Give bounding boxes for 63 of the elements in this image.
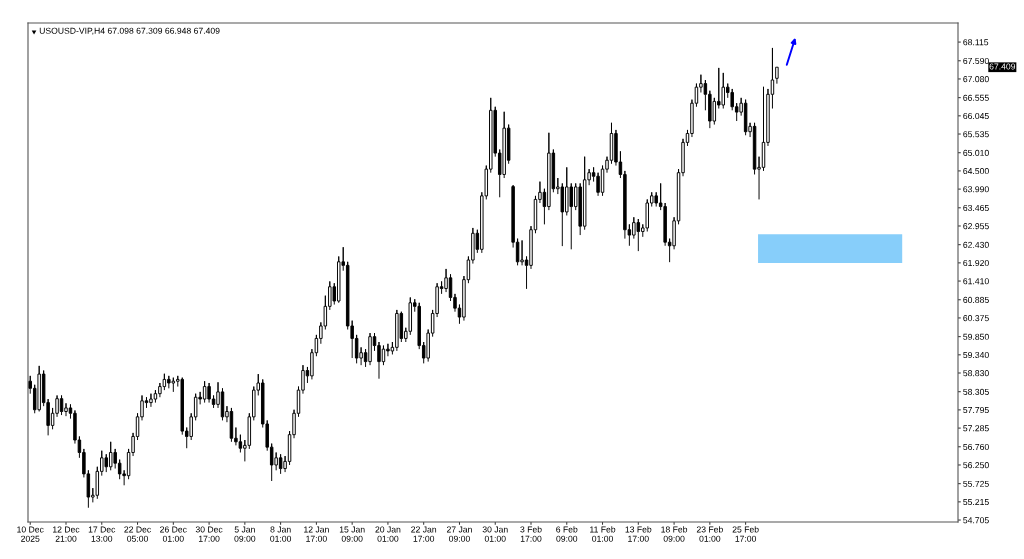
y-tick-label: 66.555: [963, 94, 989, 101]
x-tick-label: 22 Jan 17:00: [411, 526, 437, 542]
y-tick-label: 58.830: [963, 370, 989, 377]
x-tick-label: 26 Dec 01:00: [160, 526, 187, 542]
x-tick-label: 13 Feb 17:00: [625, 526, 652, 542]
y-tick-label: 68.115: [963, 39, 989, 46]
y-tick-label: 67.590: [963, 57, 989, 64]
x-tick-label: 27 Jan 09:00: [446, 526, 472, 542]
x-tick-label: 5 Jan 09:00: [234, 526, 256, 542]
x-tick-label: 25 Feb 17:00: [732, 526, 759, 542]
x-tick-label: 18 Feb 09:00: [661, 526, 688, 542]
x-tick-label: 10 Dec 2025: [17, 526, 44, 542]
candlestick: [743, 99, 748, 136]
x-tick-label: 3 Feb 17:00: [520, 526, 542, 542]
candlestick: [202, 380, 207, 404]
x-tick-label: 23 Feb 01:00: [696, 526, 723, 542]
y-tick-label: 62.955: [963, 223, 989, 230]
y-tick-label: 59.340: [963, 351, 989, 359]
y-tick-label: 56.250: [963, 462, 989, 469]
y-tick-label: 56.760: [963, 443, 989, 450]
candlestick: [636, 218, 641, 252]
candlestick: [108, 441, 113, 471]
x-tick-label: 12 Jan 17:00: [304, 526, 329, 542]
y-tick-label: 65.010: [963, 149, 989, 156]
x-tick-label: 20 Jan 01:00: [375, 526, 401, 542]
y-tick-label: 57.285: [963, 425, 989, 432]
candlestick: [59, 394, 64, 416]
y-tick-label: 65.535: [963, 131, 989, 138]
candlestick: [171, 377, 176, 393]
y-tick-label: 67.080: [963, 76, 989, 83]
x-tick-label: 30 Jan 01:00: [482, 526, 508, 542]
y-tick-label: 66.045: [963, 112, 989, 120]
candlestick: [229, 407, 234, 443]
candlestick: [278, 453, 283, 475]
y-tick-label: 57.795: [963, 407, 989, 414]
candlestick: [149, 393, 153, 408]
y-tick-label: 61.920: [963, 259, 989, 267]
y-tick-label: 54.705: [963, 517, 989, 524]
x-tick-label: 12 Dec 21:00: [53, 526, 80, 542]
y-tick-label: 60.375: [963, 315, 989, 322]
x-tick-label: 6 Feb 09:00: [556, 526, 578, 542]
y-tick-label: 59.850: [963, 333, 989, 340]
candlestick: [582, 156, 587, 231]
y-tick-label: 55.215: [963, 498, 989, 506]
candlestick: [368, 332, 372, 366]
y-tick-label: 63.990: [963, 186, 989, 193]
x-tick-label: 15 Jan 09:00: [339, 526, 365, 542]
text: 67.409: [989, 63, 1016, 70]
x-tick-label: 22 Dec 05:00: [124, 526, 151, 542]
y-tick-label: 60.885: [963, 296, 989, 303]
y-tick-label: 64.500: [963, 168, 989, 175]
x-tick-label: 30 Dec 17:00: [195, 526, 223, 542]
candlestick: [775, 66, 779, 85]
x-tick-label: 8 Jan 01:00: [270, 526, 292, 542]
y-tick-label: 61.410: [963, 278, 989, 285]
y-tick-label: 63.465: [963, 204, 989, 212]
candlestick: [207, 382, 211, 404]
y-tick-label: 58.305: [963, 388, 989, 395]
y-tick-label: 62.430: [963, 241, 989, 248]
chart-title: USOUSD-VIP,H4 67.098 67.309 66.948 67.409: [39, 27, 220, 35]
y-tick-label: 55.725: [963, 480, 989, 487]
x-tick-label: 17 Dec 13:00: [88, 526, 116, 542]
x-tick-label: 11 Feb 01:00: [590, 526, 616, 542]
